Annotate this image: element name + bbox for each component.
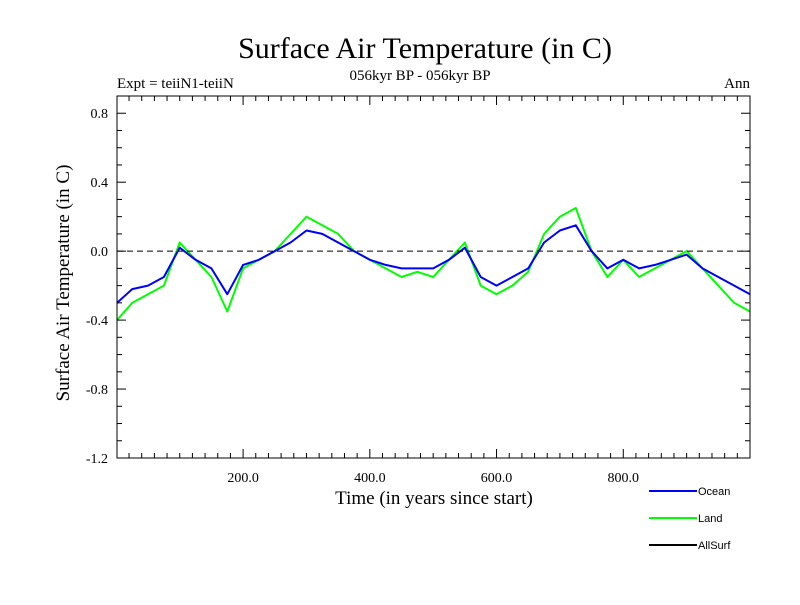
y-tick-label: -0.8 <box>86 383 108 398</box>
series-line-ocean <box>116 224 751 304</box>
y-tick-label: 0.0 <box>91 245 109 260</box>
chart-subtitle-right: Ann <box>724 76 750 92</box>
chart-subtitle-left: Expt = teiiN1-teiiN <box>117 76 234 92</box>
x-tick-label: 200.0 <box>227 471 259 486</box>
x-tick-label: 400.0 <box>354 471 386 486</box>
y-axis-label: Surface Air Temperature (in C) <box>53 165 74 402</box>
legend-layer: Ocean Land AllSurf <box>649 486 731 552</box>
series-line-land <box>116 207 751 321</box>
y-tick-label: 0.4 <box>91 176 109 191</box>
x-axis-label: Time (in years since start) <box>335 488 533 509</box>
chart-subtitle-center: 056kyr BP - 056kyr BP <box>349 68 490 84</box>
y-tick-label: 0.8 <box>91 107 109 122</box>
legend-label-allsurf: AllSurf <box>698 540 731 552</box>
x-tick-label: 600.0 <box>481 471 513 486</box>
chart-title: Surface Air Temperature (in C) <box>238 32 612 65</box>
axes-layer: 0.8 0.4 0.0 -0.4 -0.8 -1.2 200.0 400.0 600.0 800.… <box>86 95 751 486</box>
legend-label-land: Land <box>698 513 722 525</box>
x-tick-label: 800.0 <box>608 471 640 486</box>
y-tick-label: -0.4 <box>86 314 108 329</box>
y-tick-label: -1.2 <box>86 452 108 467</box>
legend-label-ocean: Ocean <box>698 486 730 498</box>
plot-layer <box>116 207 751 321</box>
